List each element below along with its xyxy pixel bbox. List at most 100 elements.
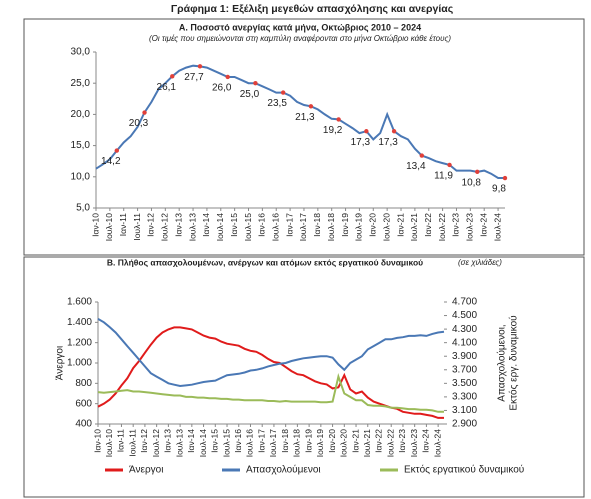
x-tick-label: Ιουλ-12: [160, 213, 170, 242]
x-tick-label: Ιαν-22: [374, 429, 384, 453]
data-label: 11,9: [434, 171, 453, 182]
x-tick-label: Ιαν-14: [186, 429, 196, 453]
data-label: 17,3: [351, 137, 371, 148]
y-tick-label: 1.000: [67, 358, 92, 369]
x-tick-label: Ιαν-11: [116, 429, 126, 452]
y2-axis-label: Απασχολούμενοι,: [496, 324, 508, 401]
x-tick-label: Ιαν-24: [478, 213, 488, 237]
data-label: 17,3: [378, 137, 398, 148]
data-label: 9,8: [492, 184, 506, 195]
y-tick-label: 20,0: [71, 109, 91, 120]
x-tick-label: Ιουλ-22: [437, 213, 447, 242]
y-tick-label: 1.200: [67, 337, 92, 348]
x-tick-label: Ιουλ-19: [354, 213, 364, 242]
y2-tick-label: 4.700: [452, 297, 477, 308]
x-tick-label: Ιουλ-24: [432, 429, 442, 458]
x-tick-label: Ιαν-23: [451, 213, 461, 237]
y-tick-label: 1.400: [67, 317, 92, 328]
x-tick-label: Ιουλ-16: [245, 429, 255, 458]
x-tick-label: Ιουλ-12: [151, 429, 161, 458]
data-label: 27,7: [184, 72, 204, 83]
data-label: 14,2: [101, 156, 121, 167]
point-marker: [170, 74, 175, 79]
point-marker: [391, 129, 397, 134]
x-tick-label: Ιουλ-21: [362, 429, 372, 458]
x-tick-label: Ιαν-21: [350, 429, 360, 453]
y-tick-label: 15,0: [71, 140, 91, 151]
x-tick-label: Ιαν-11: [118, 213, 128, 236]
x-tick-label: Ιαν-12: [146, 213, 156, 237]
data-label: 10,8: [462, 177, 482, 188]
x-tick-label: Ιαν-17: [284, 213, 294, 237]
y2-tick-label: 3.900: [452, 351, 477, 362]
chart-title: Β. Πλήθος απασχολουμένων, ανέργων και ατ…: [107, 257, 423, 267]
x-tick-label: Ιουλ-15: [243, 213, 253, 242]
y-tick-label: 30,0: [71, 47, 91, 58]
x-tick-label: Ιαν-15: [229, 213, 239, 237]
x-tick-label: Ιαν-19: [340, 213, 350, 237]
data-label: 19,2: [323, 125, 343, 136]
y-tick-label: 25,0: [71, 78, 91, 89]
x-tick-label: Ιουλ-22: [385, 429, 395, 458]
data-label: 25,0: [240, 89, 260, 100]
x-tick-label: Ιαν-19: [303, 429, 313, 453]
y2-axis-label: Εκτός εργ. δυναμικού: [508, 315, 520, 410]
x-tick-label: Ιαν-13: [173, 213, 183, 237]
y-tick-label: 10,0: [71, 171, 91, 182]
x-tick-label: Ιαν-20: [368, 213, 378, 237]
x-tick-label: Ιουλ-13: [174, 429, 184, 458]
panel-frame: [23, 18, 585, 256]
x-tick-label: Ιουλ-10: [104, 429, 114, 458]
y2-tick-label: 3.100: [452, 405, 477, 416]
x-tick-label: Ιουλ-11: [127, 429, 137, 457]
y2-tick-label: 3.500: [452, 378, 477, 389]
point-marker: [336, 117, 341, 122]
x-tick-label: Ιουλ-15: [221, 429, 231, 458]
y-tick-label: 800: [75, 378, 92, 389]
y2-tick-label: 2.900: [452, 419, 477, 430]
x-tick-label: Ιουλ-14: [198, 429, 208, 458]
data-label: 26,1: [157, 82, 177, 93]
panel-frame: [23, 256, 585, 498]
series-line: [97, 373, 444, 413]
legend-label: Άνεργοι: [129, 465, 163, 476]
x-tick-label: Ιουλ-13: [187, 213, 197, 242]
point-marker: [364, 129, 369, 134]
point-marker: [475, 169, 480, 175]
y-tick-label: 5,0: [76, 203, 90, 214]
x-tick-label: Ιουλ-20: [381, 213, 391, 242]
x-tick-label: Ιουλ-16: [270, 213, 280, 242]
page-title: Γράφημα 1: Εξέλιξη μεγεθών απασχόλησης κ…: [171, 3, 454, 15]
x-tick-label: Ιαν-15: [210, 429, 220, 453]
x-tick-label: Ιαν-10: [90, 213, 100, 237]
x-tick-label: Ιουλ-18: [292, 429, 302, 458]
chart-subtitle: (Οι τιμές που σημειώνονται στη καμπύλη α…: [149, 34, 451, 43]
x-tick-label: Ιαν-23: [397, 429, 407, 453]
chart-subtitle: (σε χιλιάδες): [458, 258, 502, 267]
y2-tick-label: 3.700: [452, 364, 477, 375]
x-tick-label: Ιουλ-14: [215, 213, 225, 242]
x-tick-label: Ιουλ-20: [339, 429, 349, 458]
x-tick-label: Ιαν-14: [201, 213, 211, 237]
y2-tick-label: 4.100: [452, 337, 477, 348]
legend-label: Απασχολούμενοι: [246, 464, 321, 476]
point-marker: [308, 104, 314, 109]
point-marker: [502, 175, 508, 181]
x-tick-label: Ιαν-21: [395, 213, 405, 237]
y2-tick-label: 4.300: [452, 324, 477, 335]
x-tick-label: Ιουλ-23: [465, 213, 475, 242]
point-marker: [253, 81, 258, 86]
x-tick-label: Ιαν-16: [257, 213, 267, 237]
x-tick-label: Ιαν-22: [423, 213, 433, 237]
x-tick-label: Ιουλ-18: [326, 213, 336, 242]
y2-tick-label: 4.500: [452, 310, 477, 321]
x-tick-label: Ιαν-17: [256, 429, 266, 453]
x-tick-label: Ιουλ-17: [268, 429, 278, 458]
chart-title: Α. Ποσοστό ανεργίας κατά μήνα, Οκτώβριος…: [179, 22, 421, 32]
data-label: 26,0: [212, 83, 232, 94]
x-tick-label: Ιαν-20: [327, 429, 337, 453]
data-label: 20,3: [129, 118, 149, 129]
x-tick-label: Ιαν-10: [92, 429, 102, 453]
x-tick-label: Ιαν-18: [280, 429, 290, 453]
y2-tick-label: 3.300: [452, 392, 477, 403]
